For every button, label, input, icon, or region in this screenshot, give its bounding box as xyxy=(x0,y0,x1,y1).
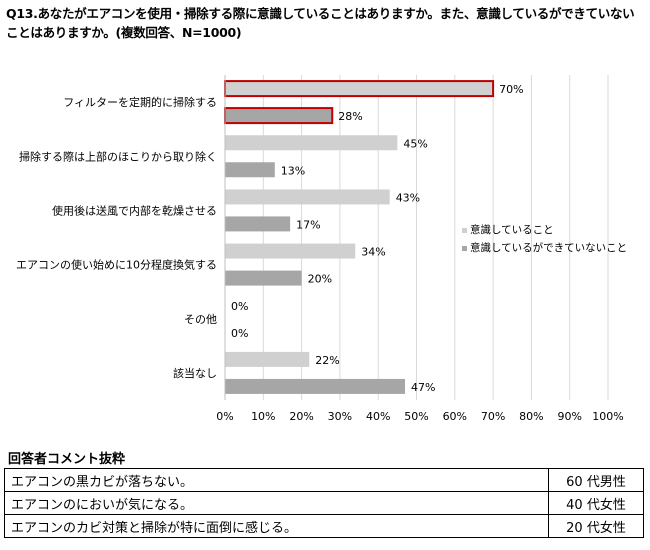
bar xyxy=(225,189,390,205)
category-label: その他 xyxy=(184,313,217,326)
bar xyxy=(225,243,356,259)
bar xyxy=(224,80,495,98)
data-label: 22% xyxy=(315,354,339,367)
data-label: 13% xyxy=(281,164,305,177)
bar xyxy=(225,378,406,394)
question-title: Q13.あなたがエアコンを使用・掃除する際に意識していることはありますか。また、… xyxy=(6,6,635,40)
data-label: 45% xyxy=(403,137,427,150)
category-label: フィルターを定期的に掃除する xyxy=(63,95,217,109)
bar xyxy=(225,270,302,286)
respondent-label: 20 代女性 xyxy=(548,514,644,538)
legend-label: 意識しているができていないこと xyxy=(470,241,627,254)
x-tick-label: 50% xyxy=(404,410,428,423)
respondent-label: 60 代男性 xyxy=(548,468,644,492)
legend-marker xyxy=(462,246,467,251)
legend-label: 意識していること xyxy=(470,223,554,236)
comment-text: エアコンの黒カビが落ちない。 xyxy=(4,468,549,492)
category-label: エアコンの使い始めに10分程度換気する xyxy=(16,258,217,272)
comment-text: エアコンのカビ対策と掃除が特に面倒に感じる。 xyxy=(4,514,549,538)
comments-title: 回答者コメント抜粋 xyxy=(8,452,126,467)
bar xyxy=(225,216,291,232)
data-label: 0% xyxy=(231,327,248,340)
x-tick-label: 0% xyxy=(216,410,233,423)
data-label: 43% xyxy=(396,191,420,204)
comment-row: エアコンの黒カビが落ちない。 60 代男性 xyxy=(4,468,644,492)
bar-chart: フィルターを定期的に掃除する 70% 28% 掃除する際は上部のほこりから取り除く 45… xyxy=(16,75,627,423)
x-tick-label: 30% xyxy=(328,410,352,423)
category-label: 該当なし xyxy=(173,366,217,380)
x-tick-label: 100% xyxy=(592,410,623,423)
x-tick-label: 10% xyxy=(251,410,275,423)
data-label: 20% xyxy=(308,273,332,286)
comment-text: エアコンのにおいが気になる。 xyxy=(4,491,549,515)
bar xyxy=(225,135,398,151)
x-tick-label: 60% xyxy=(443,410,467,423)
comments-table: エアコンの黒カビが落ちない。 60 代男性 エアコンのにおいが気になる。 40 … xyxy=(4,468,644,538)
comment-row: エアコンのにおいが気になる。 40 代女性 xyxy=(4,491,644,515)
x-tick-label: 20% xyxy=(289,410,313,423)
x-tick-label: 40% xyxy=(366,410,390,423)
respondent-label: 40 代女性 xyxy=(548,491,644,515)
bar xyxy=(225,351,310,367)
data-label: 28% xyxy=(338,110,362,123)
x-tick-label: 90% xyxy=(557,410,581,423)
x-tick-label: 70% xyxy=(481,410,505,423)
x-tick-label: 80% xyxy=(519,410,543,423)
category-label: 使用後は送風で内部を乾燥させる xyxy=(52,203,217,217)
data-label: 34% xyxy=(361,246,385,259)
data-label: 17% xyxy=(296,218,320,231)
bar xyxy=(224,107,334,125)
bar xyxy=(225,162,275,178)
data-label: 47% xyxy=(411,381,435,394)
comment-row: エアコンのカビ対策と掃除が特に面倒に感じる。 20 代女性 xyxy=(4,514,644,538)
data-label: 70% xyxy=(499,83,523,96)
data-label: 0% xyxy=(231,300,248,313)
category-label: 掃除する際は上部のほこりから取り除く xyxy=(19,149,217,163)
legend-marker xyxy=(462,228,467,233)
